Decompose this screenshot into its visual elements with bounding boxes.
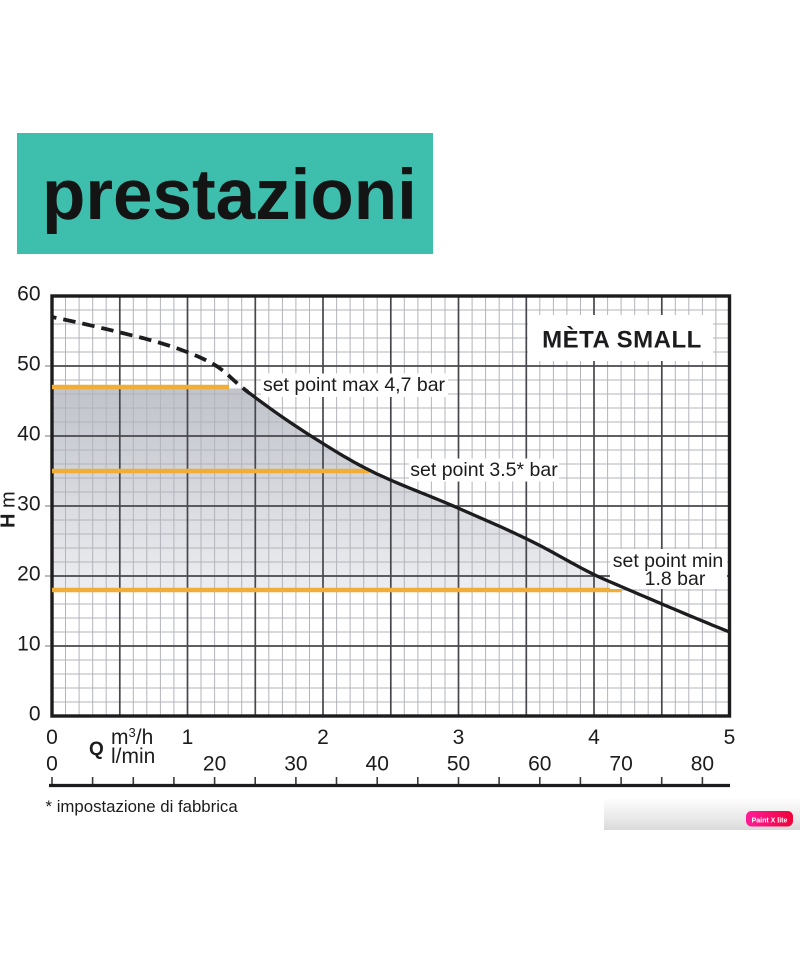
- svg-text:50: 50: [17, 353, 40, 376]
- svg-text:H m: H m: [0, 491, 20, 528]
- svg-text:40: 40: [17, 423, 40, 446]
- svg-text:80: 80: [691, 753, 714, 776]
- svg-text:* impostazione di fabbrica: * impostazione di fabbrica: [46, 797, 239, 816]
- svg-text:set point min: set point min: [613, 550, 724, 572]
- svg-text:5: 5: [724, 726, 736, 749]
- svg-text:50: 50: [447, 753, 470, 776]
- svg-text:Q: Q: [89, 739, 104, 760]
- svg-text:60: 60: [17, 283, 40, 306]
- svg-text:4: 4: [588, 726, 600, 749]
- svg-text:30: 30: [284, 753, 307, 776]
- svg-text:0: 0: [46, 753, 58, 776]
- svg-text:0: 0: [29, 703, 41, 726]
- svg-text:60: 60: [528, 753, 551, 776]
- svg-text:20: 20: [203, 753, 226, 776]
- svg-text:2: 2: [317, 726, 329, 749]
- svg-text:30: 30: [17, 493, 40, 516]
- svg-text:3: 3: [453, 726, 465, 749]
- svg-text:Paint X lite: Paint X lite: [752, 818, 788, 825]
- svg-text:0: 0: [46, 726, 58, 749]
- svg-text:20: 20: [17, 563, 40, 586]
- svg-text:40: 40: [366, 753, 389, 776]
- svg-text:MÈTA SMALL: MÈTA SMALL: [542, 326, 702, 354]
- svg-text:10: 10: [17, 633, 40, 656]
- svg-text:set point max 4,7 bar: set point max 4,7 bar: [263, 374, 446, 396]
- svg-text:70: 70: [609, 753, 632, 776]
- svg-text:1: 1: [182, 726, 194, 749]
- svg-text:1.8 bar: 1.8 bar: [645, 568, 706, 590]
- svg-text:l/min: l/min: [111, 745, 155, 768]
- svg-text:set point 3.5* bar: set point 3.5* bar: [410, 459, 558, 481]
